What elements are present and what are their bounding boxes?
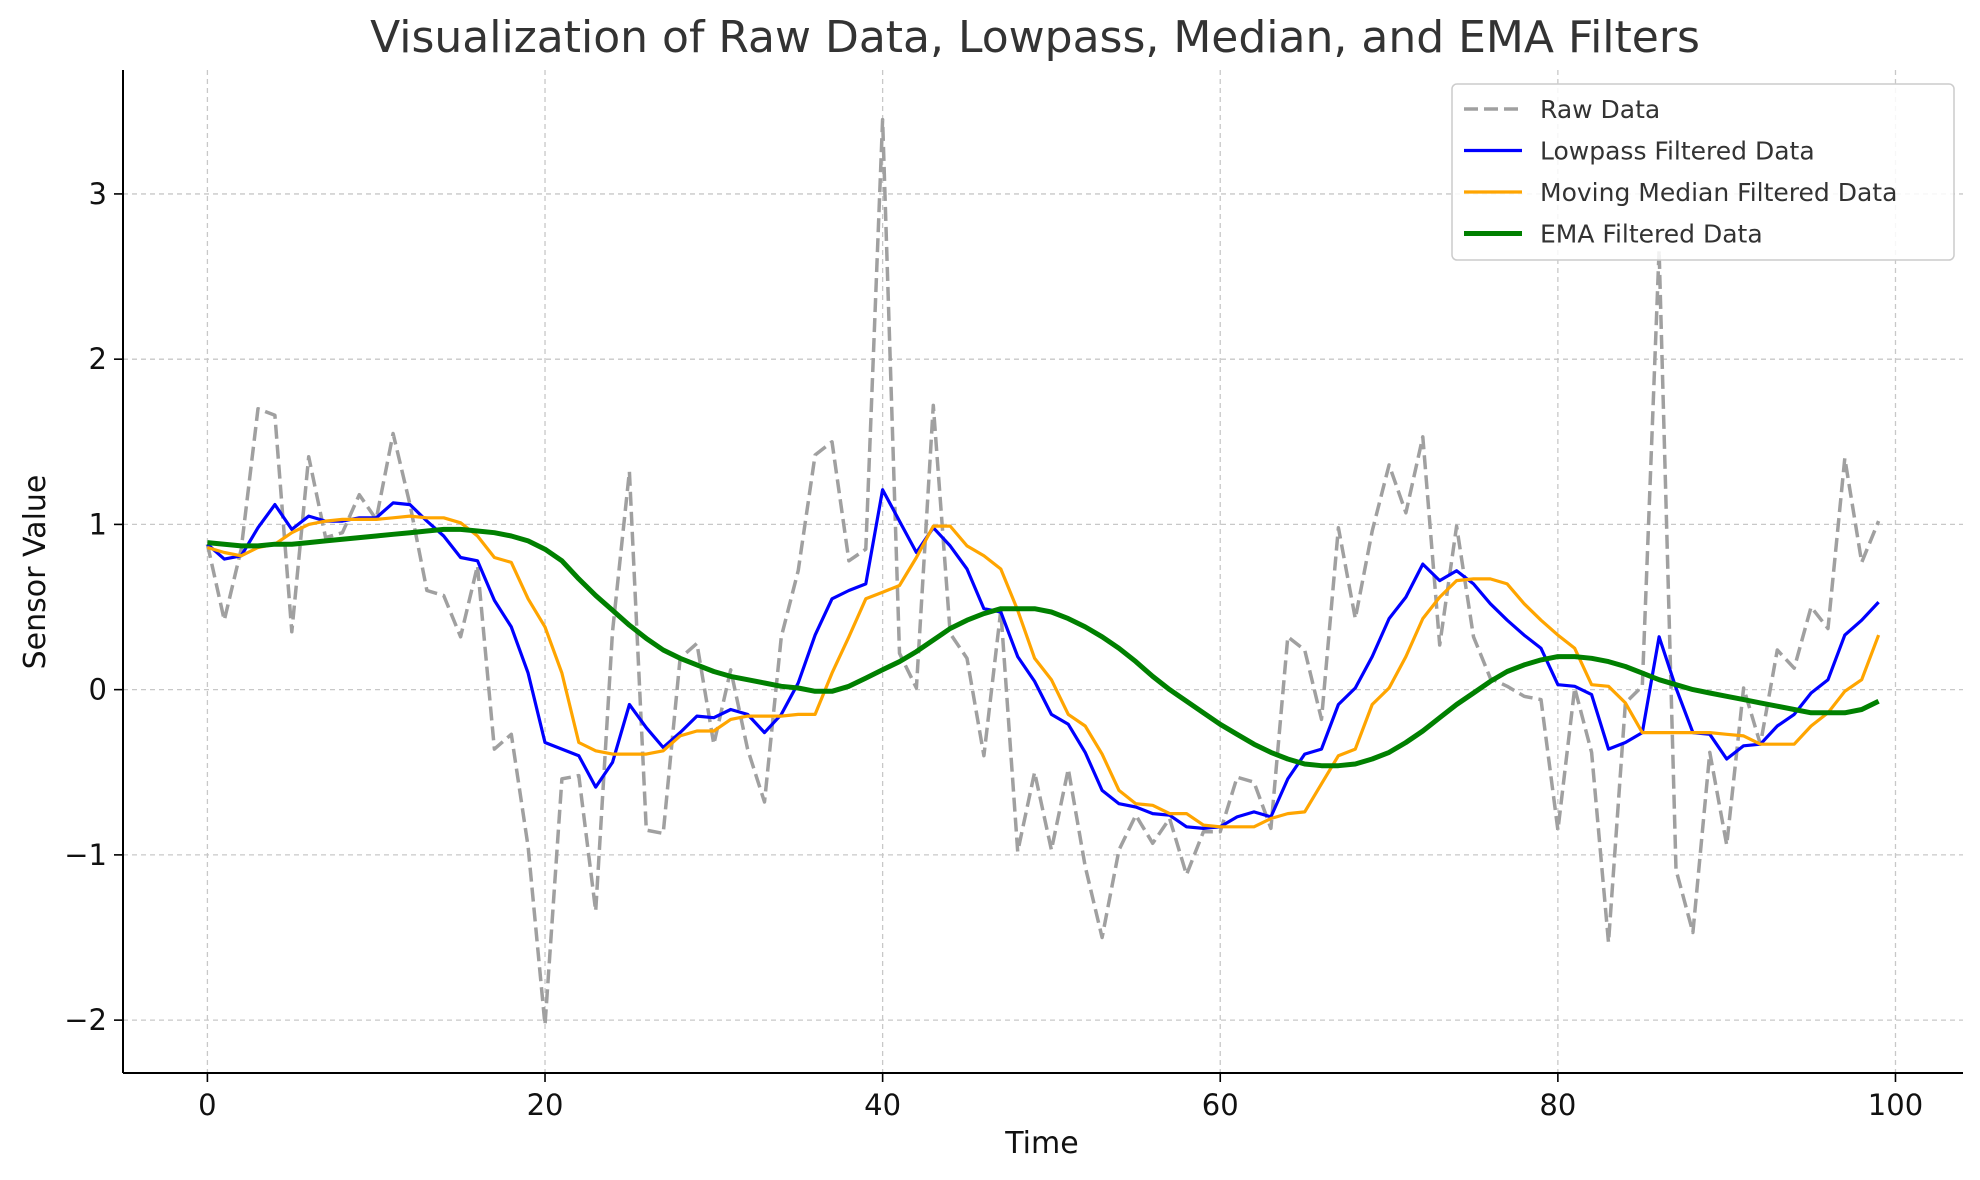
series-line-1 bbox=[205, 117, 1881, 1027]
legend-label-1: Raw Data bbox=[1540, 95, 1660, 124]
chart-title: Visualization of Raw Data, Lowpass, Medi… bbox=[370, 12, 1700, 63]
legend-box bbox=[1451, 83, 1955, 261]
y-tick-label: −2 bbox=[64, 1003, 107, 1037]
y-tick-label: 1 bbox=[89, 507, 107, 541]
legend-label-2: Lowpass Filtered Data bbox=[1540, 137, 1815, 166]
x-tick-label: 20 bbox=[527, 1088, 564, 1122]
legend-label-3: Moving Median Filtered Data bbox=[1540, 178, 1897, 207]
series-line-2 bbox=[206, 488, 1880, 831]
y-tick-label: 3 bbox=[89, 177, 107, 211]
x-tick-label: 40 bbox=[864, 1088, 901, 1122]
ticks: 0 20 40 60 80 100 −2 −1 0 1 2 3 bbox=[64, 177, 1923, 1122]
x-tick-label: 60 bbox=[1202, 1088, 1239, 1122]
x-tick-label: 0 bbox=[198, 1088, 216, 1122]
x-axis-label: Time bbox=[1004, 1126, 1078, 1161]
series-line-3 bbox=[206, 514, 1881, 829]
y-tick-label: 0 bbox=[89, 673, 107, 707]
y-tick-label: 2 bbox=[89, 342, 107, 376]
legend: Raw Data Lowpass Filtered Data Moving Medi… bbox=[1451, 83, 1955, 261]
series-group bbox=[205, 117, 1881, 1027]
y-tick-label: −1 bbox=[64, 838, 107, 872]
axes bbox=[122, 70, 1963, 1074]
legend-label-4: EMA Filtered Data bbox=[1540, 220, 1763, 249]
x-tick-label: 100 bbox=[1868, 1088, 1923, 1122]
series-line-4 bbox=[207, 526, 1880, 769]
y-axis-label: Sensor Value bbox=[18, 475, 53, 670]
x-tick-label: 80 bbox=[1539, 1088, 1576, 1122]
